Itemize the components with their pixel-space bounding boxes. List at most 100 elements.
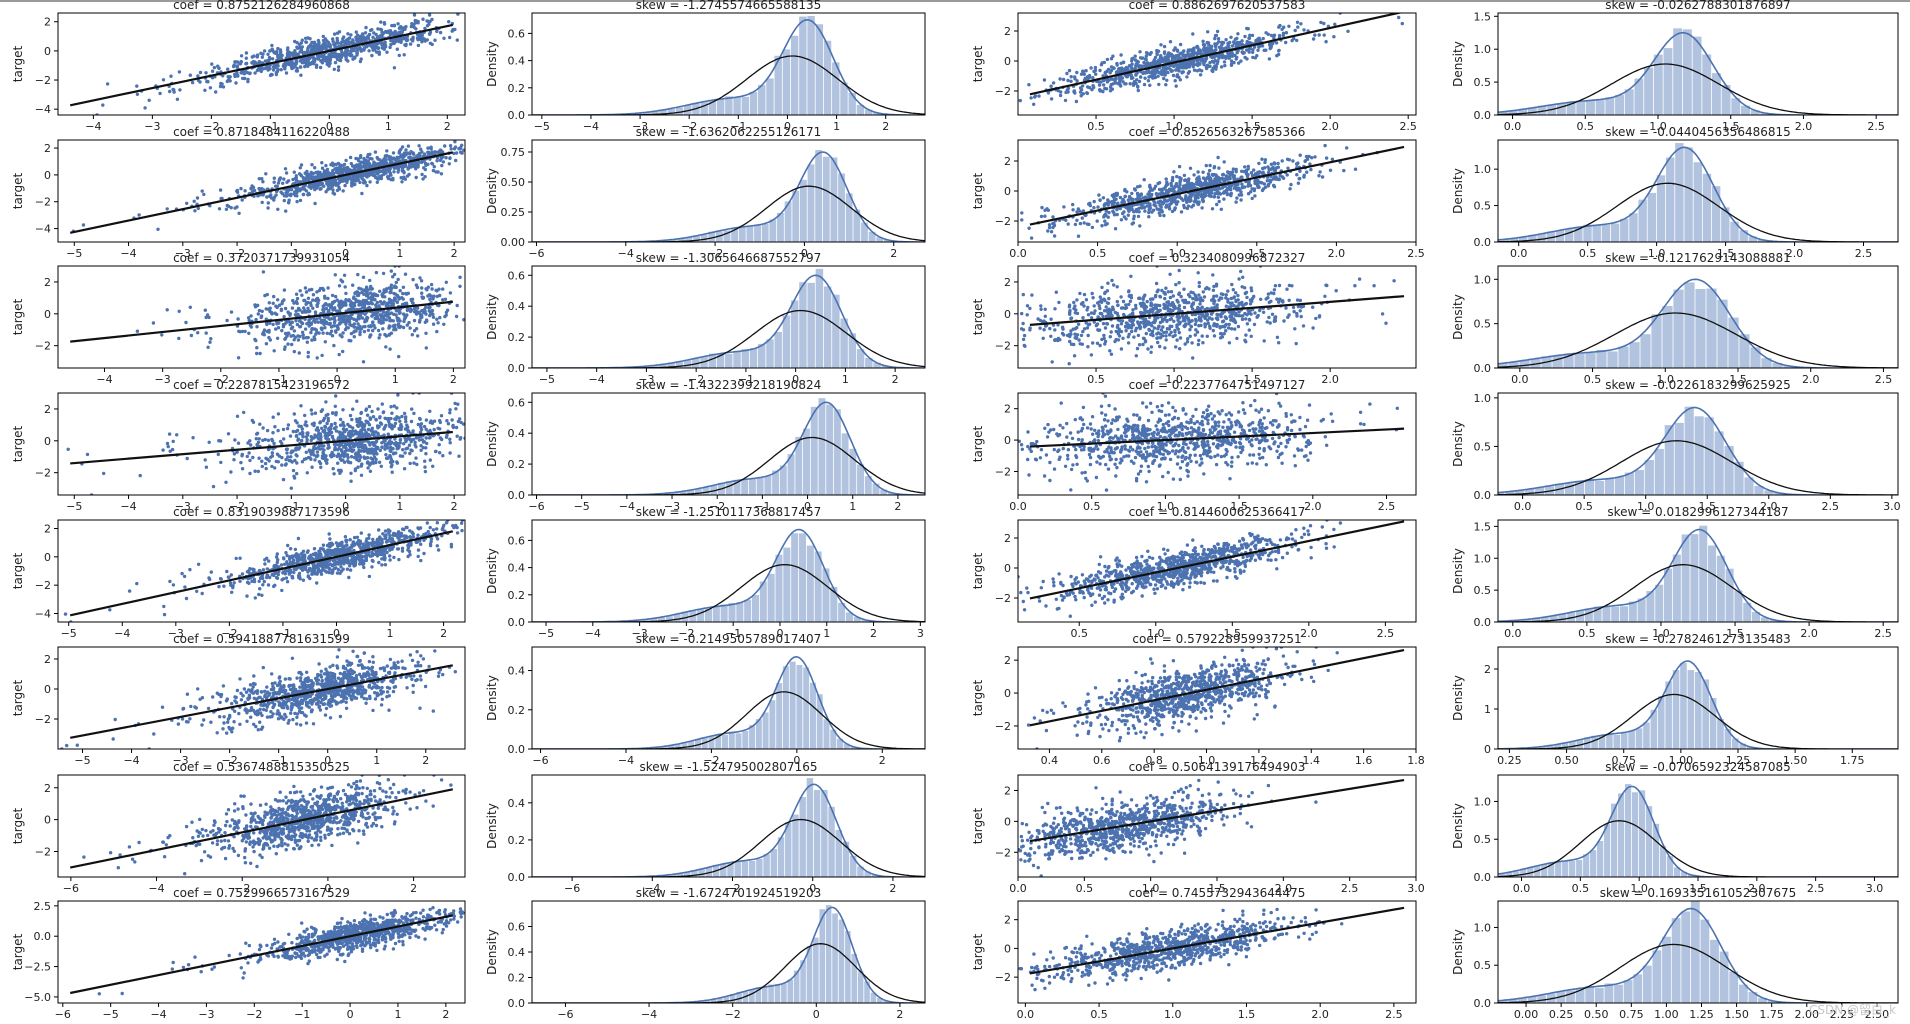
scatter-point bbox=[236, 356, 241, 360]
scatter-point bbox=[422, 307, 427, 312]
scatter-point bbox=[284, 171, 289, 175]
scatter-point bbox=[1201, 182, 1205, 187]
scatter-point bbox=[1172, 189, 1176, 193]
scatter-point bbox=[1248, 33, 1252, 37]
scatter-point bbox=[272, 198, 276, 202]
scatter-point bbox=[387, 297, 392, 301]
scatter-point bbox=[1216, 37, 1221, 41]
scatter-point bbox=[353, 46, 357, 50]
scatter-point bbox=[253, 71, 257, 75]
scatter-point bbox=[322, 288, 326, 292]
scatter-point bbox=[1160, 187, 1165, 191]
scatter-point bbox=[306, 306, 310, 310]
scatter-point bbox=[1234, 200, 1238, 204]
scatter-point bbox=[193, 209, 197, 213]
scatter-point bbox=[1075, 70, 1079, 75]
scatter-point bbox=[1092, 199, 1096, 204]
hist-bar bbox=[1615, 94, 1624, 115]
scatter-point bbox=[287, 201, 291, 205]
scatter-point bbox=[1262, 48, 1266, 52]
scatter-point bbox=[376, 328, 381, 333]
hist-bar bbox=[667, 109, 676, 115]
scatter-point bbox=[317, 57, 321, 61]
scatter-point bbox=[268, 309, 272, 314]
scatter-point bbox=[1168, 196, 1173, 200]
scatter-point bbox=[393, 325, 397, 330]
scatter-point bbox=[1191, 203, 1196, 207]
scatter-point bbox=[1234, 170, 1238, 174]
scatter-point bbox=[1332, 35, 1336, 39]
scatter-point bbox=[226, 78, 230, 83]
scatter-point bbox=[297, 351, 301, 355]
scatter-point bbox=[1324, 40, 1328, 44]
scatter-point bbox=[255, 325, 259, 329]
scatter-point bbox=[303, 317, 307, 321]
scatter-point bbox=[1213, 36, 1217, 41]
plot-area bbox=[532, 15, 925, 115]
scatter-point bbox=[81, 223, 86, 227]
kde-curve bbox=[1498, 31, 1898, 115]
scatter-point bbox=[1213, 192, 1217, 196]
hist-bar bbox=[1634, 78, 1644, 115]
scatter-point bbox=[295, 322, 300, 327]
x-tick-label: 1.0 bbox=[1649, 120, 1667, 133]
scatter-point bbox=[205, 313, 210, 317]
scatter-point bbox=[1136, 88, 1141, 93]
scatter-point bbox=[1261, 187, 1266, 191]
scatter-point bbox=[366, 34, 370, 39]
hist-bar bbox=[723, 230, 731, 242]
scatter-point bbox=[1216, 155, 1220, 160]
scatter-point bbox=[1232, 41, 1237, 45]
x-tick-label: 0.5 bbox=[1577, 120, 1595, 133]
scatter-point bbox=[298, 289, 302, 293]
scatter-point bbox=[1211, 66, 1215, 70]
hist-bar bbox=[708, 100, 717, 115]
scatter-point bbox=[358, 45, 362, 50]
scatter-point bbox=[295, 194, 299, 198]
scatter-point bbox=[372, 292, 376, 296]
scatter-point bbox=[156, 227, 160, 231]
scatter-point bbox=[1196, 196, 1200, 200]
scatter-point bbox=[333, 319, 337, 323]
scatter-point bbox=[1234, 57, 1238, 61]
scatter-point bbox=[1093, 68, 1098, 73]
y-tick-label: 0.0 bbox=[508, 362, 526, 375]
scatter-point bbox=[328, 173, 333, 177]
scatter-point bbox=[1100, 61, 1104, 65]
scatter-point bbox=[1191, 32, 1195, 36]
scatter-point bbox=[1323, 143, 1327, 148]
scatter-point bbox=[1287, 24, 1291, 28]
scatter-point bbox=[348, 155, 353, 160]
scatter-point bbox=[412, 306, 417, 311]
scatter-point bbox=[271, 68, 276, 72]
hist-bar bbox=[1605, 97, 1615, 115]
scatter-point bbox=[1267, 57, 1272, 61]
scatter-point bbox=[1047, 223, 1052, 227]
scatter-point bbox=[267, 59, 271, 63]
scatter-point bbox=[1193, 186, 1197, 190]
hist-bar bbox=[1564, 229, 1574, 242]
scatter-point bbox=[429, 147, 433, 151]
scatter-point bbox=[290, 320, 294, 324]
scatter-point bbox=[1092, 206, 1096, 210]
scatter-point bbox=[365, 155, 370, 159]
scatter-point bbox=[1305, 170, 1309, 174]
scatter-point bbox=[447, 162, 451, 166]
scatter-point bbox=[286, 179, 291, 183]
scatter-point bbox=[1207, 194, 1212, 198]
scatter-point bbox=[210, 69, 215, 73]
scatter-point bbox=[451, 27, 455, 32]
subplot-title: skew = -1.2745574665588135 bbox=[636, 0, 822, 12]
scatter-point bbox=[1037, 94, 1041, 98]
scatter-point bbox=[329, 329, 334, 333]
scatter-point bbox=[326, 171, 331, 175]
scatter-point bbox=[430, 161, 434, 166]
scatter-point bbox=[1136, 195, 1140, 199]
scatter-point bbox=[401, 165, 405, 169]
scatter-point bbox=[292, 349, 296, 354]
scatter-point bbox=[248, 71, 252, 75]
scatter-point bbox=[294, 319, 298, 323]
scatter-point bbox=[1201, 42, 1206, 47]
scatter-point bbox=[368, 173, 372, 177]
scatter-point bbox=[401, 153, 405, 157]
